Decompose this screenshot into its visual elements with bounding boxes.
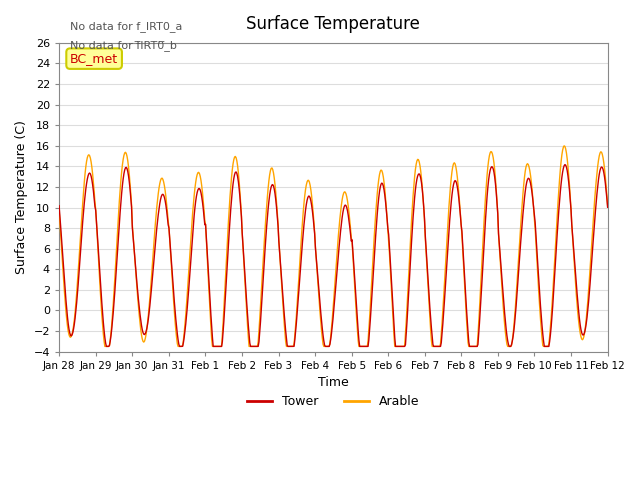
Text: No data for f̅IRT0̅_b: No data for f̅IRT0̅_b xyxy=(70,40,177,51)
Y-axis label: Surface Temperature (C): Surface Temperature (C) xyxy=(15,120,28,274)
Text: No data for f_IRT0_a: No data for f_IRT0_a xyxy=(70,21,183,32)
X-axis label: Time: Time xyxy=(318,376,349,389)
Title: Surface Temperature: Surface Temperature xyxy=(246,15,420,33)
Legend: Tower, Arable: Tower, Arable xyxy=(243,390,424,413)
Text: BC_met: BC_met xyxy=(70,52,118,65)
